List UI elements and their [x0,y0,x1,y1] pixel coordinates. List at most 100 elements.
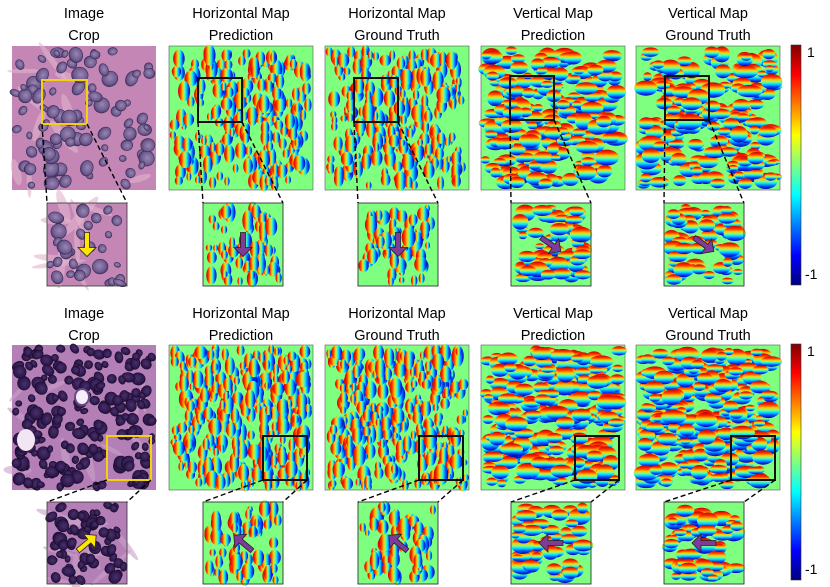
nucleus-map-blob [231,383,237,393]
nucleus-map-blob [489,431,506,446]
cell-nucleus [108,570,122,584]
nucleus-map-blob [221,81,227,91]
nucleus-map-blob [750,141,761,150]
cell-nucleus [56,61,68,74]
nucleus-map-blob [757,401,780,419]
nucleus-map-blob [204,372,214,387]
nucleus-map-blob [740,53,752,61]
cell-nucleus [45,466,60,478]
nucleus-map-blob [658,462,679,476]
nucleus-map-blob [641,148,661,163]
nucleus-map-blob [436,132,446,144]
nucleus-map-blob [766,159,777,167]
cell-nucleus [104,231,113,239]
nucleus-map-blob [339,391,348,404]
nucleus-map-blob [400,68,413,86]
nucleus-map-blob [331,122,338,132]
cell-nucleus [52,414,63,425]
nucleus-map-blob [730,425,755,440]
nucleus-map-blob [177,422,188,434]
panel-horizontal: Horizontal Map Prediction [168,6,314,288]
nucleus-map-blob [580,101,604,115]
nucleus-map-blob [171,425,179,436]
nucleus-map-blob [294,103,301,113]
nucleus-map-blob [540,80,554,88]
nucleus-map-blob [340,406,347,415]
nucleus-map-blob [508,176,525,189]
nucleus-map-blob [643,381,665,394]
nucleus-map-blob [238,55,246,66]
zoom-connector-right [241,121,284,204]
nucleus-map-blob [678,562,698,575]
nucleus-map-blob [691,166,703,176]
nucleus-map-blob [221,225,228,234]
nucleus-map-blob [594,149,619,166]
cell-nucleus [101,144,109,152]
nucleus-map-blob [377,383,389,400]
panel-title-line1: Image [64,6,104,22]
nucleus-map-blob [276,398,289,415]
nucleus-map-blob [418,370,426,382]
zoom-connector-left [197,121,204,204]
nucleus-map-blob [723,225,747,242]
cell-nucleus [136,112,149,125]
nucleus-map-blob [400,115,407,125]
nucleus-map-blob [264,243,273,258]
panel-title-line1: Horizontal Map [192,6,290,22]
nucleus-map-blob [184,461,190,468]
cell-nucleus [23,347,33,357]
annotation-arrow-icon [233,533,255,554]
nucleus-map-blob [304,403,312,413]
cell-nucleus [123,126,137,142]
nucleus-map-blob [571,354,584,363]
nucleus-map-blob [700,568,714,577]
nucleus-map-blob [450,429,462,448]
nucleus-map-blob [271,421,279,432]
nucleus-map-blob [456,414,465,425]
nucleus-map-blob [194,345,207,360]
zoom-inset-border [663,202,745,287]
nucleus-map-blob [270,455,278,466]
highlight-box [262,435,308,481]
nucleus-map-blob [241,132,250,144]
nucleus-map-blob [417,138,424,146]
nucleus-map-blob [169,130,176,140]
zoom-connector-right [553,119,592,204]
nucleus-map-blob [419,350,425,360]
cell-nucleus [35,137,45,149]
nucleus-map-blob [326,348,332,359]
nucleus-map-blob [551,348,575,362]
nucleus-map-blob [531,346,552,361]
cell-nucleus [22,477,34,489]
nucleus-map-blob [534,394,551,405]
nucleus-map-blob [365,181,372,190]
cell-nucleus [114,351,124,364]
nucleus-map-blob [693,381,706,392]
nucleus-map-blob [356,400,367,413]
cell-nucleus [56,482,64,492]
nucleus-map-blob [389,544,400,557]
nucleus-map-blob [527,121,538,130]
nucleus-map-blob [511,554,524,561]
nucleus-map-blob [717,213,737,224]
nucleus-map-blob [304,97,312,113]
cell-nucleus [47,445,54,453]
nucleus-map-blob [396,209,408,223]
nucleus-map-blob [187,96,195,108]
nucleus-map-blob [546,407,568,420]
nucleus-map-blob [285,175,292,185]
nucleus-map-blob [660,478,673,487]
cell-nucleus [53,49,61,57]
nucleus-map-blob [285,476,295,487]
nucleus-map-blob [668,140,682,148]
nucleus-map-blob [738,178,753,189]
cell-nucleus [27,181,36,189]
nucleus-map-blob [398,139,406,147]
nucleus-map-blob [329,424,338,435]
nucleus-map-blob [243,158,253,175]
nucleus-map-blob [499,352,518,365]
nucleus-map-blob [672,175,687,186]
cell-nucleus [85,553,96,565]
